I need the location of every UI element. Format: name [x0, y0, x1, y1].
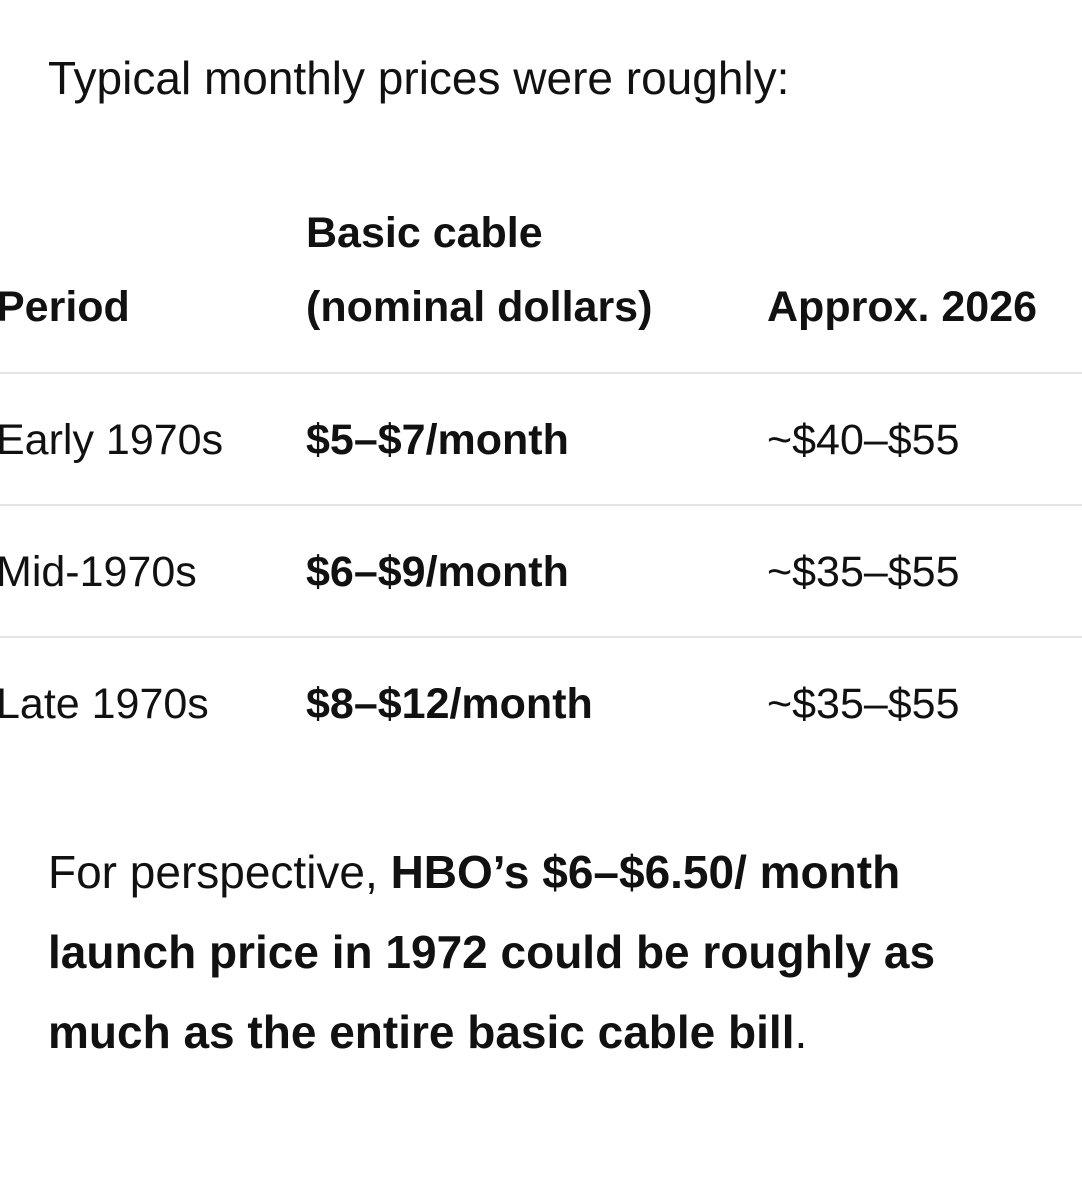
table-cell: ~$35–$55 [767, 680, 960, 728]
row-divider [0, 372, 1082, 374]
intro-text: Typical monthly prices were roughly: [48, 52, 790, 104]
header-cell: Approx. 2026 [767, 283, 1038, 331]
row-divider [0, 636, 1082, 638]
note-bold: HBO’s $6–$6.50/ month launch price in 19… [48, 846, 936, 1058]
table-cell: $8–$12/month [306, 680, 593, 728]
header-cell: Period [0, 283, 130, 331]
table-cell: Mid-1970s [0, 548, 197, 596]
table-cell: ~$40–$55 [767, 416, 960, 464]
note-end: . [794, 1006, 808, 1058]
note-paragraph: For perspective, HBO’s $6–$6.50/ month l… [48, 832, 1038, 1072]
table-cell: $6–$9/month [306, 548, 569, 596]
table-cell: Early 1970s [0, 416, 224, 464]
row-divider [0, 504, 1082, 506]
header-cell: Basic cable (nominal dollars) [306, 209, 653, 331]
table-cell: $5–$7/month [306, 416, 569, 464]
table-cell: ~$35–$55 [767, 548, 960, 596]
table-cell: Late 1970s [0, 680, 209, 728]
note-lead: For perspective, [48, 846, 391, 898]
